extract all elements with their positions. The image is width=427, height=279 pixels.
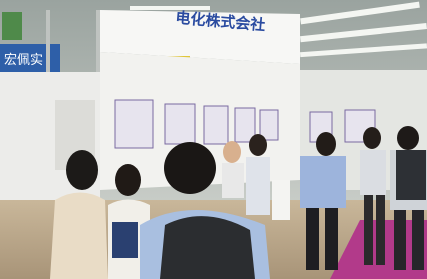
post (46, 10, 50, 80)
page: 宏佩实 电化株式会社 (0, 0, 427, 279)
photo: 宏佩实 电化株式会社 (0, 0, 427, 279)
left-sign-text: 宏佩实 (4, 53, 43, 68)
green-sign (2, 12, 22, 40)
